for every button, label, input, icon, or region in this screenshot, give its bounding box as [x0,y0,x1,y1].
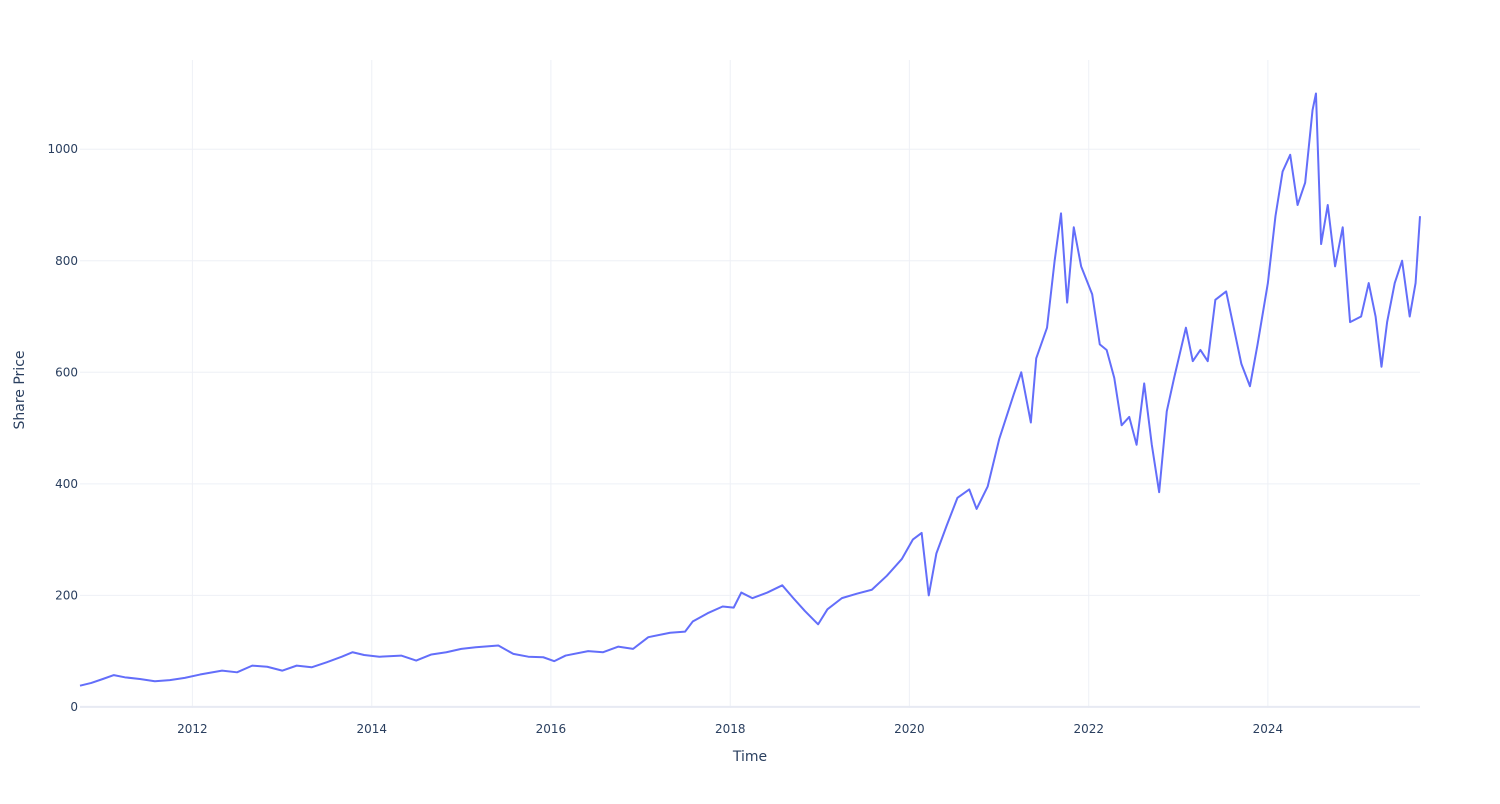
y-axis-title: Share Price [12,350,28,429]
y-tick-label: 0 [70,700,78,714]
x-tick-label: 2022 [1073,722,1104,736]
y-tick-label: 600 [55,365,78,379]
grid-lines [80,60,1420,708]
y-axis-ticks: 0 200 400 600 800 1000 [47,142,78,714]
series-line [79,92,1421,687]
x-axis-ticks: 2012 2014 2016 2018 2020 2022 2024 [177,722,1283,736]
x-axis-title: Time [732,749,767,765]
x-tick-label: 2014 [356,722,387,736]
series-layer [79,92,1421,687]
x-tick-label: 2012 [177,722,208,736]
y-tick-label: 1000 [47,142,78,156]
y-tick-label: 400 [55,477,78,491]
y-tick-label: 200 [55,588,78,602]
y-tick-label: 800 [55,254,78,268]
x-tick-label: 2020 [894,722,925,736]
x-tick-label: 2018 [715,722,746,736]
x-tick-label: 2024 [1253,722,1284,736]
x-tick-label: 2016 [536,722,567,736]
